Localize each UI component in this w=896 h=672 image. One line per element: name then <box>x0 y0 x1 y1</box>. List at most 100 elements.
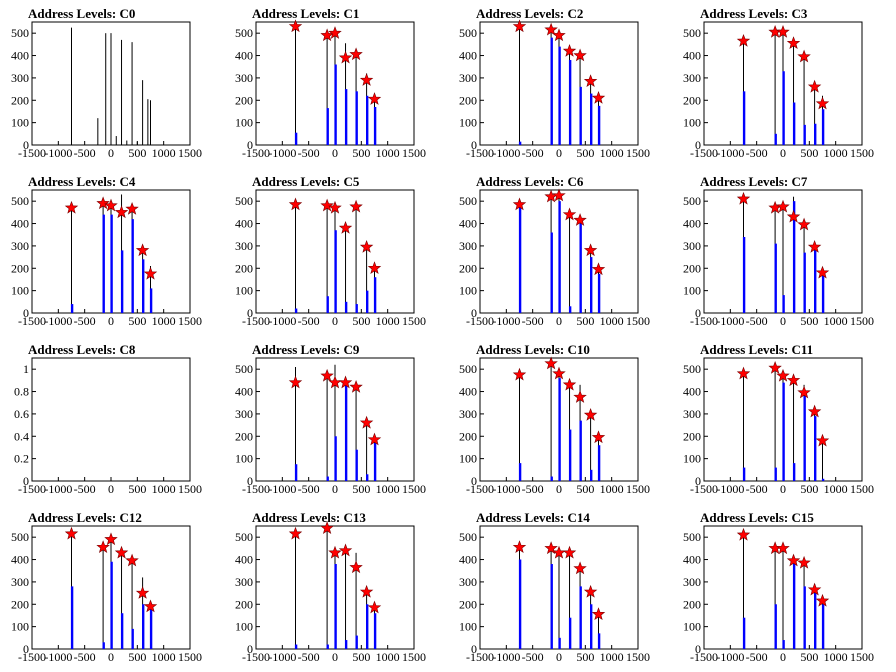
y-tick-label: 500 <box>459 26 477 40</box>
star-marker <box>786 553 801 567</box>
y-tick-label: 300 <box>459 575 477 589</box>
x-tick-label: -1500 <box>242 482 270 496</box>
star-marker <box>583 584 598 598</box>
star-marker <box>104 532 118 546</box>
x-tick-label: -500 <box>74 314 96 328</box>
y-tick-label: 100 <box>235 620 253 634</box>
chart-svg: 0 100 200 300 400 500 -1500-1000 -500 0 500 1000 15… <box>459 19 650 160</box>
y-tick-label: 300 <box>11 239 29 253</box>
y-tick-label: 300 <box>683 407 701 421</box>
y-tick-label: 0 <box>471 474 477 488</box>
y-tick-label: 0 <box>23 138 29 152</box>
y-tick-label: 300 <box>235 239 253 253</box>
star-marker <box>349 47 363 61</box>
x-tick-label: 1500 <box>626 482 650 496</box>
x-tick-label: -1000 <box>44 314 72 328</box>
chart-title: Address Levels: C15 <box>700 510 814 525</box>
star-marker <box>797 385 811 399</box>
x-tick-label: 1000 <box>600 314 624 328</box>
chart-svg: 0 100 200 300 400 500 -1500-1000 -500 0 500 1000 15… <box>683 357 874 496</box>
y-tick-label: 100 <box>683 116 701 130</box>
chart-svg: 0 100 200 300 400 500 -1500-1000 -500 0 500 1000 15… <box>459 188 650 328</box>
star-marker <box>562 44 577 57</box>
x-tick-label: 0 <box>108 482 114 496</box>
x-tick-label: -1500 <box>18 146 46 160</box>
chart-panel: Address Levels: C7 0 100 200 300 400 500 -1500-… <box>672 168 896 336</box>
x-tick-label: 1500 <box>402 146 426 160</box>
chart-panel: Address Levels: C1 0 100 200 300 400 500 -1500-… <box>224 0 448 168</box>
star-marker <box>786 209 801 223</box>
chart-svg: 0 0.2 0.4 0.6 0.8 1 -1500-1000 -500 0 500 1000 1500 <box>14 357 202 496</box>
star-marker <box>583 243 598 257</box>
chart-svg: 0 100 200 300 400 500 -1500-1000 -500 0 500 1000 15… <box>11 525 202 664</box>
x-tick-label: -1500 <box>466 146 494 160</box>
chart-svg: 0 100 200 300 400 500 -1500-1000 -500 0 500 1000 15… <box>235 357 426 496</box>
y-tick-label: 400 <box>235 217 253 231</box>
chart-panel: Address Levels: C0 0 100 200 300 400 500 -1500-… <box>0 0 224 168</box>
x-tick-label: 0 <box>332 314 338 328</box>
y-tick-label: 200 <box>459 93 477 107</box>
x-tick-label: 1500 <box>178 314 202 328</box>
y-tick-label: 0 <box>247 474 253 488</box>
star-marker <box>591 90 606 104</box>
chart-title: Address Levels: C10 <box>476 342 590 357</box>
x-tick-label: -500 <box>298 650 320 664</box>
y-tick-label: 0 <box>695 474 701 488</box>
chart-title: Address Levels: C9 <box>252 342 360 357</box>
y-tick-label: 0 <box>247 138 253 152</box>
x-tick-label: 0 <box>780 314 786 328</box>
chart-panel: Address Levels: C8 0 0.2 0.4 0.6 0.8 1 -1500 -10… <box>0 336 224 504</box>
star-marker <box>64 526 79 540</box>
chart-panel: Address Levels: C14 0 100 200 300 400 500 -1500… <box>448 504 672 672</box>
x-tick-label: 1000 <box>600 650 624 664</box>
x-tick-label: 1500 <box>850 650 874 664</box>
y-tick-label: 400 <box>683 553 701 567</box>
x-tick-label: 500 <box>576 146 594 160</box>
y-tick-label: 100 <box>459 284 477 298</box>
star-marker <box>512 540 527 553</box>
x-tick-label: 500 <box>800 650 818 664</box>
star-marker <box>815 593 830 607</box>
y-tick-label: 200 <box>11 93 29 107</box>
chart-title: Address Levels: C8 <box>28 342 136 357</box>
x-tick-label: 500 <box>352 650 370 664</box>
star-marker <box>815 96 830 110</box>
y-tick-label: 300 <box>235 71 253 85</box>
star-marker <box>591 430 606 444</box>
y-tick-label: 400 <box>235 385 253 399</box>
x-tick-label: 1000 <box>152 146 176 160</box>
star-marker <box>114 545 129 559</box>
chart-title: Address Levels: C7 <box>700 174 808 189</box>
star-marker <box>288 19 303 33</box>
star-marker <box>776 25 790 38</box>
y-tick-label: 0 <box>471 306 477 320</box>
y-tick-label: 0.2 <box>14 452 29 466</box>
y-tick-label: 300 <box>235 575 253 589</box>
x-tick-label: -1500 <box>466 650 494 664</box>
x-tick-label: 1500 <box>626 314 650 328</box>
y-tick-label: 400 <box>683 217 701 231</box>
y-tick-label: 0.8 <box>14 385 29 399</box>
y-tick-label: 200 <box>235 597 253 611</box>
y-tick-label: 200 <box>459 429 477 443</box>
y-tick-label: 500 <box>11 26 29 40</box>
chart-panel: Address Levels: C10 0 100 200 300 400 500 -1500… <box>448 336 672 504</box>
x-tick-label: 500 <box>576 314 594 328</box>
x-tick-label: -1000 <box>716 146 744 160</box>
x-tick-label: 500 <box>128 314 146 328</box>
star-marker <box>736 191 751 205</box>
x-tick-label: 0 <box>108 314 114 328</box>
star-marker <box>125 553 139 567</box>
y-tick-label: 400 <box>11 553 29 567</box>
y-tick-label: 200 <box>235 261 253 275</box>
star-marker <box>328 200 342 214</box>
star-marker <box>359 239 374 253</box>
chart-panel: Address Levels: C5 0 100 200 300 400 500 -1500-… <box>224 168 448 336</box>
star-marker <box>125 201 139 215</box>
star-marker <box>135 586 150 599</box>
x-tick-label: 1000 <box>376 146 400 160</box>
star-marker <box>512 367 527 381</box>
x-tick-label: 0 <box>556 650 562 664</box>
x-tick-label: 500 <box>576 482 594 496</box>
x-tick-label: 500 <box>128 650 146 664</box>
